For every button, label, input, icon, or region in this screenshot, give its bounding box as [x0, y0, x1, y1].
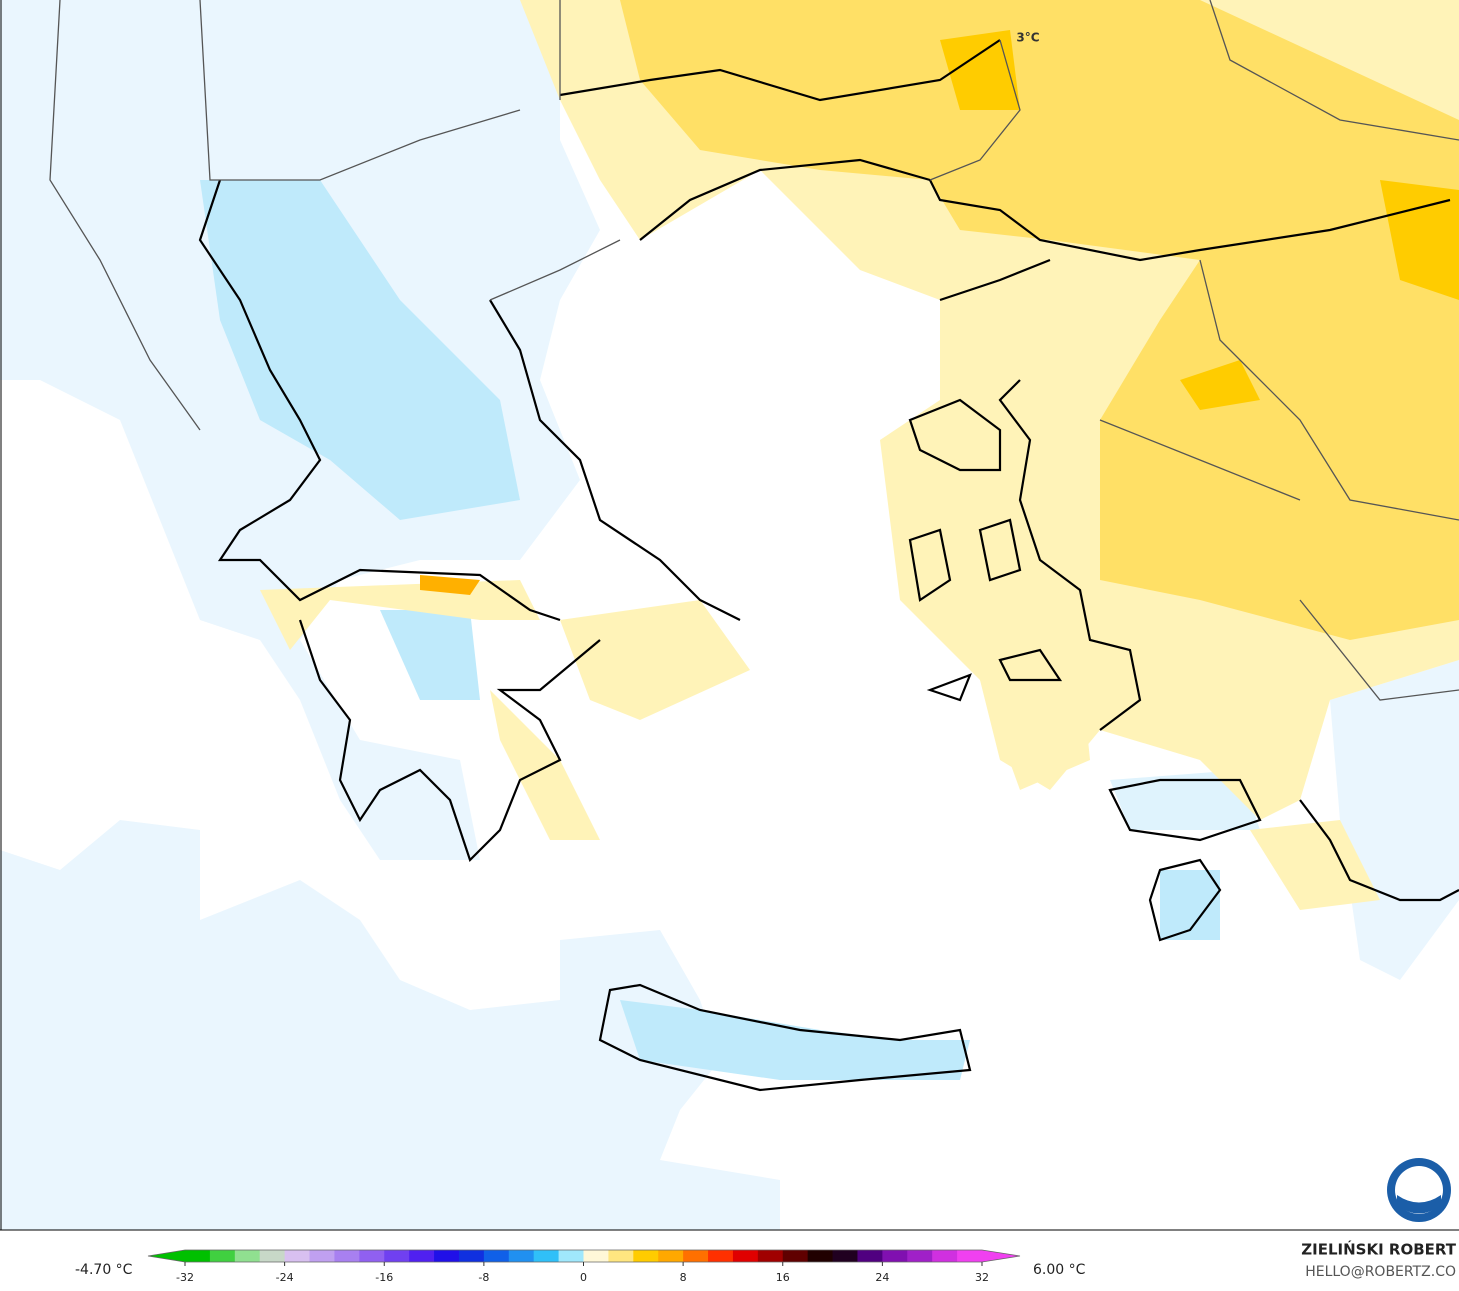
- colorbar: -32 -24 -16 -8 0 8 16 24 32: [147, 1249, 1021, 1284]
- borders: [49, 0, 1459, 701]
- cold-area: [620, 1000, 970, 1080]
- colorbar-segment: [932, 1250, 958, 1262]
- map: 3°C: [0, 0, 1459, 1231]
- colorbar-segment: [259, 1250, 286, 1262]
- credit-email: HELLO@ROBERTZ.CO: [1305, 1264, 1456, 1280]
- cool-area: [1110, 770, 1260, 830]
- colorbar-segment: [708, 1250, 734, 1262]
- colorbar-segment: [434, 1250, 460, 1262]
- colorbar-segment: [508, 1250, 535, 1262]
- colorbar-segment: [185, 1250, 211, 1262]
- colorbar-tick-label: -24: [276, 1271, 294, 1284]
- noaa-logo: [1387, 1158, 1451, 1222]
- colorbar-segment: [757, 1250, 784, 1262]
- colorbar-tick-label: 16: [776, 1271, 790, 1284]
- colorbar-segment: [683, 1250, 709, 1262]
- warm-area: [260, 580, 540, 650]
- colorbar-tick-label: 32: [975, 1271, 989, 1284]
- colorbar-segment: [209, 1250, 236, 1262]
- cold-area: [380, 610, 480, 700]
- max-label: 6.00 °C: [1033, 1262, 1086, 1278]
- colorbar-segment: [583, 1250, 609, 1262]
- colorbar-tick-label: -8: [478, 1271, 489, 1284]
- colorbar-segment: [907, 1250, 933, 1262]
- hot-spot: [420, 575, 480, 595]
- colorbar-segment: [633, 1250, 659, 1262]
- colorbar-segment: [359, 1250, 385, 1262]
- colorbar-segment: [458, 1250, 485, 1262]
- colorbar-tick-label: 24: [875, 1271, 889, 1284]
- colorbar-segment: [334, 1250, 360, 1262]
- colorbar-extension: [148, 1250, 185, 1262]
- colorbar-segment: [533, 1250, 560, 1262]
- colorbar-tick-label: 0: [580, 1271, 587, 1284]
- min-label: -4.70 °C: [75, 1262, 133, 1278]
- colorbar-segment: [483, 1250, 510, 1262]
- colorbar-tick-label: -16: [375, 1271, 393, 1284]
- credit-name: ZIELIŃSKI ROBERT: [1301, 1240, 1456, 1259]
- colorbar-segment: [857, 1250, 883, 1262]
- colorbar-extension: [982, 1250, 1020, 1262]
- cool-sea-area: [0, 820, 780, 1230]
- map-annotation: 3°C: [1016, 31, 1039, 45]
- colorbar-tick-label: 8: [680, 1271, 687, 1284]
- colorbar-segment: [957, 1250, 983, 1262]
- colorbar-segment: [284, 1250, 311, 1262]
- colorbar-segment: [384, 1250, 410, 1262]
- colorbar-segment: [832, 1250, 858, 1262]
- cold-area: [200, 180, 520, 520]
- colorbar-segment: [309, 1250, 335, 1262]
- warmest-area: [940, 30, 1459, 410]
- colorbar-segment: [409, 1250, 435, 1262]
- colorbar-segment: [234, 1250, 261, 1262]
- colorbar-tick-label: -32: [176, 1271, 194, 1284]
- warm-area: [490, 600, 1380, 910]
- colorbar-segment: [658, 1250, 684, 1262]
- colorbar-segment: [732, 1250, 759, 1262]
- colorbar-segment: [882, 1250, 908, 1262]
- colorbar-segment: [782, 1250, 809, 1262]
- colorbar-segment: [807, 1250, 834, 1262]
- colorbar-segment: [608, 1250, 634, 1262]
- colorbar-segment: [558, 1250, 584, 1262]
- cold-area: [1160, 870, 1220, 940]
- coastline: [198, 39, 1459, 1092]
